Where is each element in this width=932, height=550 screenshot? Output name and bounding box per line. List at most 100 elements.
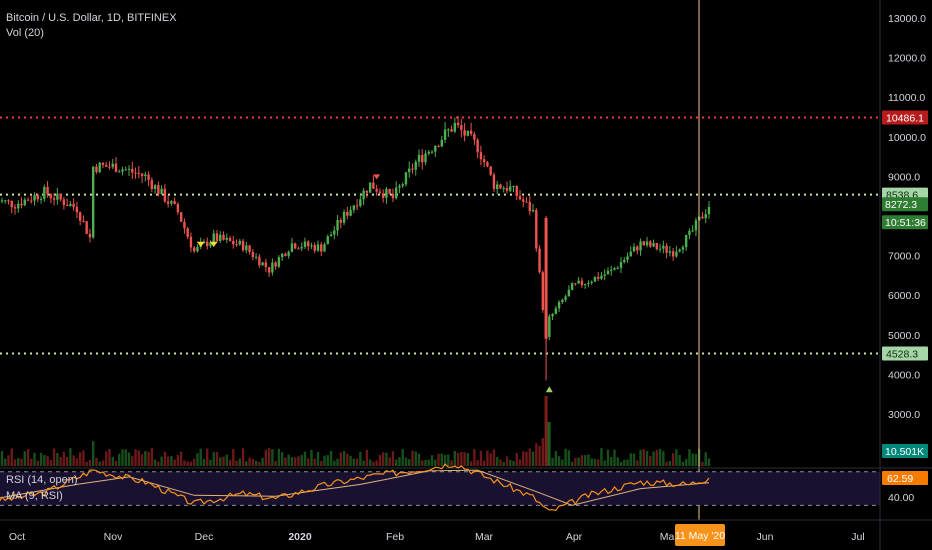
volume-bar — [538, 445, 541, 466]
candle-up — [632, 246, 636, 252]
candle-up — [567, 289, 571, 297]
volume-bar — [222, 456, 225, 466]
last-price-tag: 8272.3 — [882, 197, 928, 212]
volume-bar — [316, 451, 320, 466]
candle-up — [678, 249, 681, 252]
candle-up — [342, 211, 346, 223]
candle-up — [336, 220, 339, 231]
volume-bar — [326, 455, 329, 466]
volume-bar — [388, 457, 391, 466]
candle-down — [192, 247, 196, 252]
candle-down — [150, 179, 154, 190]
volume-bar — [460, 451, 463, 466]
candle-up — [623, 259, 626, 263]
volume-bar — [365, 449, 369, 466]
volume-bar — [665, 461, 668, 466]
volume-bar — [91, 441, 95, 466]
candle-down — [489, 166, 492, 175]
time-tick-label: Oct — [9, 531, 25, 543]
volume-bar — [561, 459, 564, 466]
level-tag-text: 10486.1 — [886, 113, 924, 125]
volume-bar — [401, 449, 404, 466]
volume-bar — [636, 460, 639, 466]
volume-bar — [336, 458, 339, 466]
candle-up — [0, 200, 4, 202]
volume-bar — [652, 451, 655, 466]
candle-up — [316, 244, 320, 251]
time-tick-label: Apr — [566, 531, 583, 543]
volume-bar — [456, 452, 460, 466]
tag-bg — [675, 524, 725, 546]
candle-up — [554, 308, 558, 314]
volume-bar — [196, 453, 199, 466]
candle-down — [82, 220, 85, 222]
candle-up — [509, 186, 512, 191]
volume-bar — [557, 456, 561, 466]
volume-bar — [212, 452, 215, 466]
volume-bar — [554, 451, 558, 466]
price-tick-label: 13000.0 — [888, 13, 926, 25]
tag-text: 10.501K — [885, 446, 924, 458]
volume-bar — [564, 448, 567, 466]
volume-bar — [359, 451, 362, 466]
candle-up — [300, 246, 303, 249]
candle-down — [72, 203, 75, 207]
volume-bar — [447, 454, 450, 466]
candle-down — [189, 236, 193, 248]
volume-bar — [88, 459, 92, 466]
volume-bar — [241, 448, 245, 466]
volume-bar — [118, 453, 121, 466]
volume-bar — [228, 460, 232, 466]
candle-up — [681, 247, 685, 250]
candle-down — [636, 246, 639, 251]
candle-up — [466, 130, 470, 136]
candle-down — [147, 174, 150, 180]
volume-bar — [547, 422, 551, 466]
candle-up — [98, 162, 101, 173]
volume-bar — [121, 449, 124, 466]
volume-bar — [583, 455, 587, 466]
candle-down — [228, 237, 232, 242]
price-axis: 13000.0 12000.0 11000.0 10000.0 9000.0 7000.0… — [879, 0, 928, 550]
candle-down — [469, 130, 473, 134]
buy-signal-marker — [209, 241, 218, 247]
candle-up — [225, 237, 228, 240]
candle-up — [69, 203, 72, 207]
candle-up — [401, 184, 404, 186]
candle-down — [665, 245, 668, 253]
volume-bar — [629, 453, 632, 466]
candle-down — [251, 252, 255, 258]
candle-up — [303, 241, 307, 247]
candle-up — [118, 171, 121, 173]
volume-bar — [577, 457, 580, 466]
volume-bar — [541, 438, 545, 466]
volume-bar — [4, 458, 7, 466]
volume-bar — [192, 458, 196, 466]
volume-bar — [596, 459, 600, 466]
rsi-indicator-label: RSI (14, open) — [6, 474, 78, 486]
volume-bar — [147, 451, 150, 466]
volume-bar — [280, 452, 284, 466]
volume-bar — [606, 449, 610, 466]
volume-bar — [662, 451, 665, 466]
volume-bar — [105, 451, 108, 466]
candle-down — [535, 210, 538, 249]
candle-up — [561, 299, 564, 303]
candle-down — [235, 244, 238, 246]
tag-bg — [882, 444, 928, 458]
volume-bar — [544, 396, 548, 466]
candle-down — [365, 190, 369, 193]
candle-down — [274, 262, 277, 267]
sell-signal-marker — [373, 174, 381, 180]
volume-bar — [688, 449, 691, 466]
candle-down — [241, 240, 245, 251]
volume-bar — [707, 458, 711, 466]
candle-down — [222, 234, 225, 240]
volume-bar — [23, 451, 26, 466]
volume-bar — [10, 448, 13, 466]
candle-down — [101, 162, 105, 165]
price-tick-label: 7000.0 — [888, 251, 920, 263]
volume-bar — [186, 461, 189, 466]
